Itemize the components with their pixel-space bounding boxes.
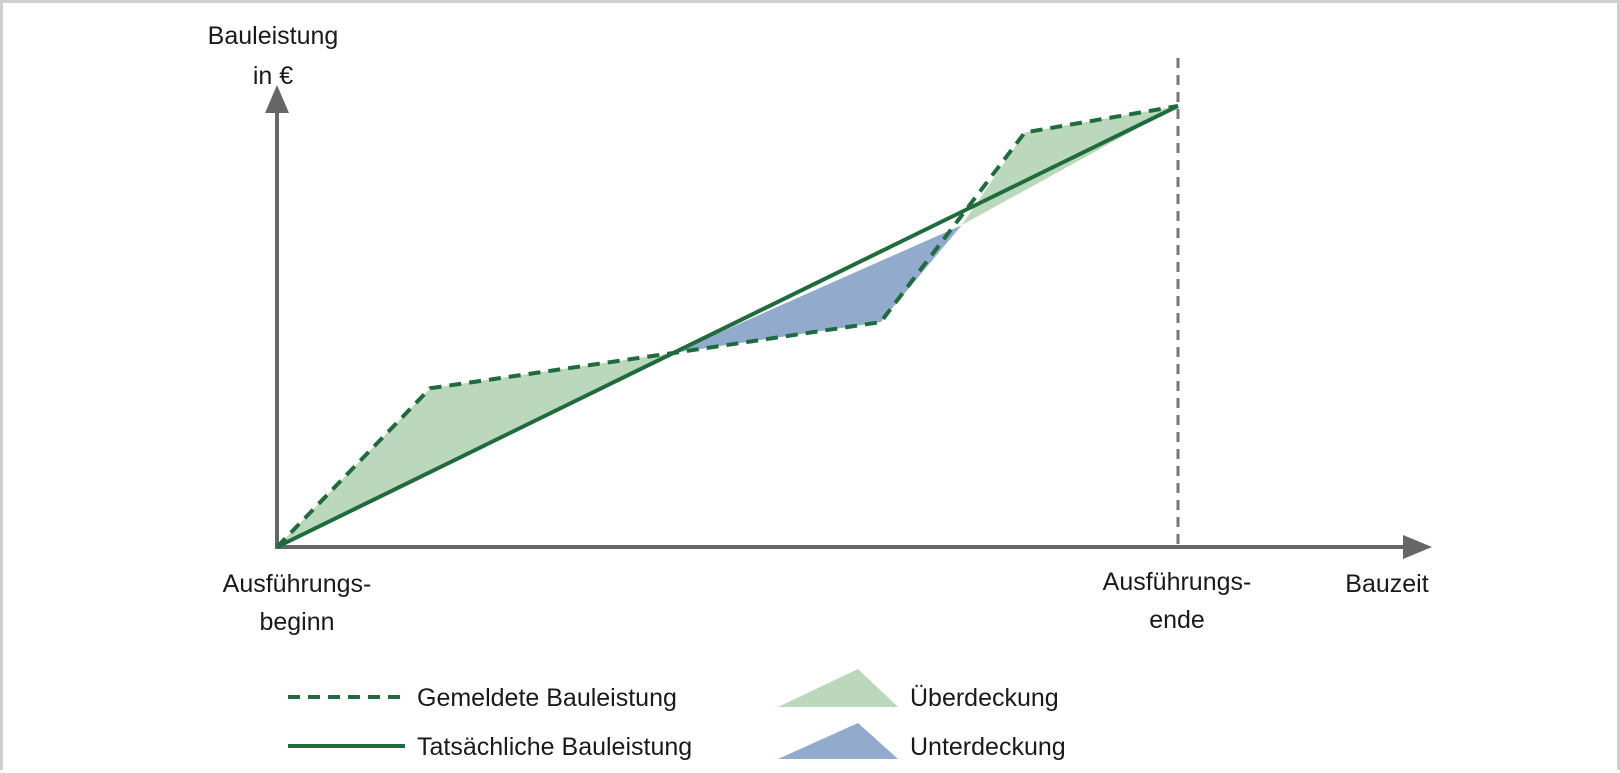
end-label-line2: ende xyxy=(1149,606,1205,634)
legend-over-label: Überdeckung xyxy=(910,684,1059,712)
ueberdeckung-area-3 xyxy=(961,106,1178,226)
legend-over-swatch xyxy=(778,669,898,707)
start-label-line2: beginn xyxy=(259,608,334,636)
actual-output-line xyxy=(276,104,1179,549)
series-lines xyxy=(275,104,1179,549)
axes xyxy=(265,58,1432,559)
end-label-line1: Ausführungs- xyxy=(1103,568,1252,596)
legend: Gemeldete Bauleistung Tatsächliche Baule… xyxy=(288,669,1066,761)
x-axis-arrow xyxy=(1403,535,1432,559)
reported-output-line xyxy=(275,104,1179,549)
legend-dashed-label: Gemeldete Bauleistung xyxy=(417,684,677,712)
legend-solid-label: Tatsächliche Bauleistung xyxy=(417,733,692,761)
x-axis-label: Bauzeit xyxy=(1345,570,1428,598)
start-label-line1: Ausführungs- xyxy=(223,570,372,598)
y-axis-label-line2: in € xyxy=(253,62,293,90)
y-axis-arrow xyxy=(265,85,289,113)
legend-under-label: Unterdeckung xyxy=(910,733,1066,761)
legend-under-swatch xyxy=(778,723,898,759)
y-axis-label-line1: Bauleistung xyxy=(208,22,339,50)
underdeckung-area-2 xyxy=(673,225,962,353)
